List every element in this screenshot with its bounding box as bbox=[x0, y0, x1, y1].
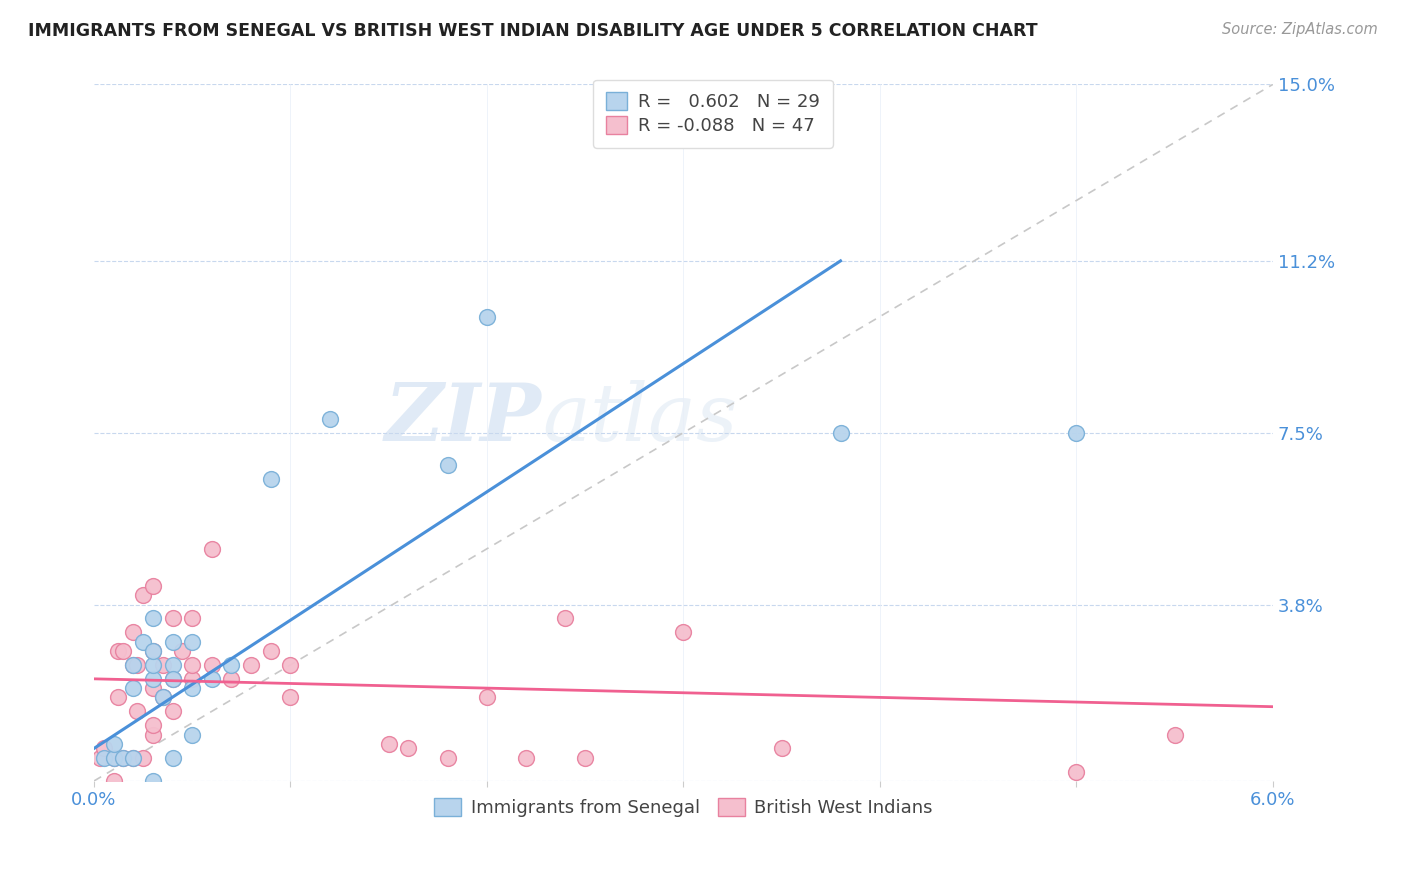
Point bbox=[122, 657, 145, 672]
Point bbox=[181, 657, 204, 672]
Point bbox=[103, 737, 125, 751]
Point bbox=[1066, 764, 1088, 779]
Point bbox=[112, 751, 135, 765]
Point bbox=[181, 727, 204, 741]
Point bbox=[318, 411, 340, 425]
Point bbox=[112, 644, 135, 658]
Point bbox=[142, 579, 165, 593]
Point bbox=[103, 751, 125, 765]
Point bbox=[122, 657, 145, 672]
Point bbox=[162, 672, 184, 686]
Point bbox=[89, 751, 111, 765]
Point bbox=[396, 741, 419, 756]
Point bbox=[377, 737, 399, 751]
Point bbox=[221, 672, 243, 686]
Point bbox=[162, 611, 184, 625]
Point bbox=[93, 751, 115, 765]
Point bbox=[132, 588, 155, 602]
Point bbox=[260, 472, 283, 486]
Point bbox=[1163, 727, 1185, 741]
Point bbox=[112, 751, 135, 765]
Point bbox=[162, 751, 184, 765]
Point bbox=[574, 751, 596, 765]
Point bbox=[554, 611, 576, 625]
Point bbox=[770, 741, 793, 756]
Point bbox=[142, 774, 165, 789]
Point bbox=[122, 751, 145, 765]
Point bbox=[260, 644, 283, 658]
Point bbox=[142, 672, 165, 686]
Point bbox=[122, 681, 145, 695]
Text: Source: ZipAtlas.com: Source: ZipAtlas.com bbox=[1222, 22, 1378, 37]
Point bbox=[162, 704, 184, 718]
Point bbox=[132, 751, 155, 765]
Point bbox=[127, 657, 149, 672]
Point bbox=[172, 644, 194, 658]
Point bbox=[181, 681, 204, 695]
Point bbox=[152, 657, 174, 672]
Point bbox=[201, 657, 224, 672]
Point bbox=[162, 657, 184, 672]
Text: ZIP: ZIP bbox=[385, 380, 541, 458]
Point bbox=[152, 690, 174, 705]
Point bbox=[132, 634, 155, 648]
Point bbox=[107, 690, 129, 705]
Point bbox=[201, 672, 224, 686]
Point bbox=[436, 751, 458, 765]
Point bbox=[152, 690, 174, 705]
Point bbox=[515, 751, 537, 765]
Point bbox=[280, 657, 302, 672]
Legend: Immigrants from Senegal, British West Indians: Immigrants from Senegal, British West In… bbox=[427, 791, 939, 824]
Point bbox=[93, 741, 115, 756]
Point bbox=[1066, 425, 1088, 440]
Point bbox=[201, 541, 224, 556]
Point bbox=[436, 458, 458, 473]
Point bbox=[142, 644, 165, 658]
Point bbox=[142, 727, 165, 741]
Point bbox=[672, 625, 695, 640]
Point bbox=[142, 681, 165, 695]
Point bbox=[221, 657, 243, 672]
Text: atlas: atlas bbox=[541, 380, 737, 458]
Point bbox=[181, 634, 204, 648]
Point bbox=[181, 672, 204, 686]
Point bbox=[280, 690, 302, 705]
Point bbox=[142, 611, 165, 625]
Point bbox=[142, 644, 165, 658]
Text: IMMIGRANTS FROM SENEGAL VS BRITISH WEST INDIAN DISABILITY AGE UNDER 5 CORRELATIO: IMMIGRANTS FROM SENEGAL VS BRITISH WEST … bbox=[28, 22, 1038, 40]
Point bbox=[830, 425, 852, 440]
Point bbox=[142, 657, 165, 672]
Point bbox=[240, 657, 263, 672]
Point bbox=[142, 718, 165, 732]
Point bbox=[127, 704, 149, 718]
Point bbox=[107, 644, 129, 658]
Point bbox=[103, 774, 125, 789]
Point bbox=[475, 310, 498, 324]
Point bbox=[122, 625, 145, 640]
Point bbox=[475, 690, 498, 705]
Point bbox=[122, 751, 145, 765]
Point bbox=[162, 634, 184, 648]
Point bbox=[181, 611, 204, 625]
Point bbox=[103, 751, 125, 765]
Point bbox=[162, 672, 184, 686]
